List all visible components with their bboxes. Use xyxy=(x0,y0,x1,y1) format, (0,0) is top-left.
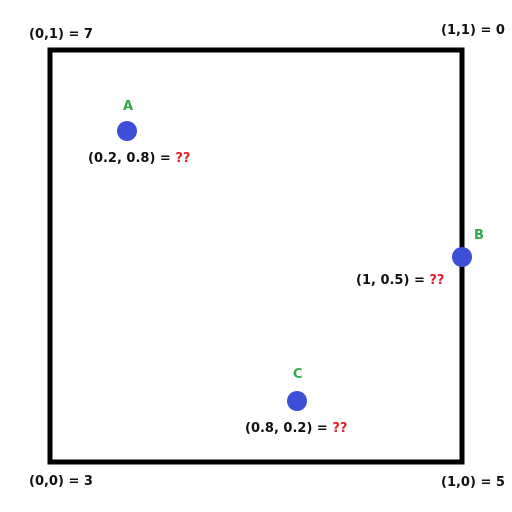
point-b-unknown-value: ?? xyxy=(429,273,444,288)
unit-square xyxy=(50,50,462,462)
corner-label-bottom-left: (0,0) = 3 xyxy=(29,474,93,489)
point-c-letter: C xyxy=(293,367,303,382)
point-a-marker xyxy=(117,121,137,141)
point-c-marker xyxy=(287,391,307,411)
point-c-coords: (0.8, 0.2) = xyxy=(245,421,332,436)
point-c-label: (0.8, 0.2) = ?? xyxy=(245,421,347,436)
point-c-unknown-value: ?? xyxy=(332,421,347,436)
corner-label-top-right: (1,1) = 0 xyxy=(441,23,505,38)
corner-label-top-left: (0,1) = 7 xyxy=(29,27,93,42)
point-b-coords: (1, 0.5) = xyxy=(356,273,429,288)
point-a-coords: (0.2, 0.8) = xyxy=(88,151,175,166)
point-a-letter: A xyxy=(123,99,133,114)
point-b-label: (1, 0.5) = ?? xyxy=(356,273,444,288)
point-a-unknown-value: ?? xyxy=(175,151,190,166)
corner-label-bottom-right: (1,0) = 5 xyxy=(441,475,505,490)
point-a-label: (0.2, 0.8) = ?? xyxy=(88,151,190,166)
point-b-marker xyxy=(452,247,472,267)
point-b-letter: B xyxy=(474,228,484,243)
